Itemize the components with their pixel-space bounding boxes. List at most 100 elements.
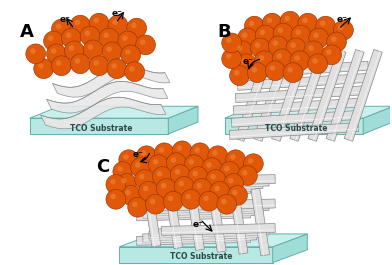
Circle shape	[194, 147, 200, 153]
Polygon shape	[233, 98, 363, 115]
Circle shape	[245, 16, 264, 36]
Circle shape	[66, 32, 71, 38]
Circle shape	[157, 171, 162, 176]
Circle shape	[113, 162, 132, 182]
Circle shape	[226, 37, 232, 43]
Circle shape	[199, 191, 219, 211]
Circle shape	[150, 199, 156, 204]
Circle shape	[230, 66, 249, 86]
Circle shape	[334, 20, 353, 40]
Circle shape	[166, 153, 186, 173]
Circle shape	[226, 150, 245, 170]
Circle shape	[30, 48, 36, 54]
Polygon shape	[30, 118, 168, 134]
Circle shape	[107, 59, 127, 78]
Circle shape	[131, 158, 151, 178]
Circle shape	[106, 46, 112, 52]
Circle shape	[125, 49, 131, 55]
Circle shape	[135, 162, 141, 168]
Polygon shape	[155, 226, 269, 238]
Circle shape	[226, 53, 232, 59]
Circle shape	[156, 179, 176, 198]
Circle shape	[149, 155, 168, 175]
Polygon shape	[229, 123, 359, 139]
Polygon shape	[53, 65, 170, 97]
Circle shape	[221, 199, 227, 204]
Circle shape	[70, 15, 90, 35]
Polygon shape	[273, 234, 307, 263]
Polygon shape	[119, 247, 273, 263]
Circle shape	[290, 42, 296, 48]
Text: e⁻: e⁻	[111, 9, 122, 18]
Polygon shape	[161, 224, 275, 235]
Polygon shape	[155, 201, 269, 213]
Text: e⁻: e⁻	[60, 15, 71, 24]
Polygon shape	[168, 106, 198, 134]
Circle shape	[179, 181, 184, 187]
Circle shape	[26, 44, 45, 64]
Circle shape	[99, 28, 119, 48]
Circle shape	[259, 55, 264, 61]
Circle shape	[304, 41, 324, 61]
Circle shape	[312, 58, 318, 64]
Circle shape	[237, 45, 243, 51]
Circle shape	[117, 174, 137, 193]
Circle shape	[122, 36, 128, 41]
Circle shape	[87, 44, 93, 50]
Circle shape	[230, 154, 236, 160]
Circle shape	[320, 21, 326, 26]
Circle shape	[93, 60, 99, 66]
Circle shape	[287, 67, 293, 73]
Circle shape	[278, 28, 283, 33]
Circle shape	[161, 183, 166, 188]
Circle shape	[232, 190, 238, 195]
Text: B: B	[218, 23, 231, 41]
Polygon shape	[272, 50, 310, 141]
Circle shape	[118, 31, 138, 51]
Polygon shape	[136, 184, 250, 196]
Circle shape	[254, 51, 274, 71]
Circle shape	[111, 63, 117, 69]
Circle shape	[139, 182, 158, 201]
Circle shape	[298, 13, 318, 33]
Circle shape	[222, 33, 241, 53]
Circle shape	[272, 49, 292, 69]
Circle shape	[106, 175, 126, 194]
Circle shape	[112, 20, 118, 25]
Polygon shape	[149, 179, 263, 191]
Polygon shape	[161, 199, 275, 211]
Text: e⁻: e⁻	[336, 15, 347, 24]
Circle shape	[309, 28, 328, 48]
Circle shape	[243, 154, 263, 174]
Circle shape	[308, 54, 328, 74]
Text: TCO Substrate: TCO Substrate	[70, 123, 132, 132]
Circle shape	[232, 41, 252, 61]
Circle shape	[236, 54, 256, 74]
Circle shape	[51, 19, 71, 39]
Circle shape	[285, 16, 290, 21]
Circle shape	[172, 141, 192, 161]
Circle shape	[273, 23, 293, 43]
Polygon shape	[231, 110, 361, 127]
Circle shape	[168, 196, 173, 201]
Polygon shape	[235, 86, 365, 103]
Polygon shape	[47, 81, 168, 113]
Circle shape	[272, 40, 278, 46]
Circle shape	[241, 58, 247, 64]
Circle shape	[327, 32, 347, 52]
Circle shape	[192, 179, 212, 198]
Circle shape	[302, 17, 308, 23]
Circle shape	[108, 15, 128, 35]
Circle shape	[234, 70, 240, 76]
Circle shape	[210, 174, 216, 179]
Circle shape	[89, 13, 109, 33]
Circle shape	[51, 48, 56, 54]
Circle shape	[143, 186, 149, 191]
Circle shape	[125, 62, 145, 82]
Circle shape	[140, 39, 145, 45]
Circle shape	[189, 159, 194, 165]
Polygon shape	[142, 179, 161, 247]
Text: TCO Substrate: TCO Substrate	[170, 252, 232, 261]
Circle shape	[110, 194, 116, 199]
Circle shape	[188, 167, 208, 187]
